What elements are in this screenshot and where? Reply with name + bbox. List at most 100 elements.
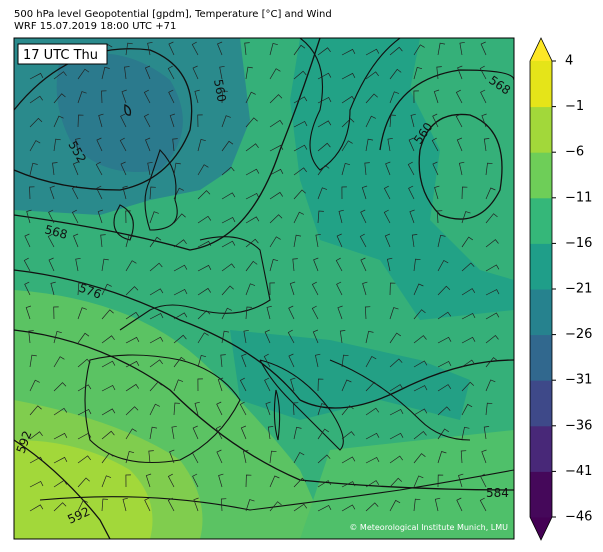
wind-barb (314, 353, 321, 368)
wind-barb (120, 161, 127, 176)
wind-barb (269, 282, 275, 296)
wind-barb (315, 233, 321, 248)
wind-barb (485, 289, 500, 296)
wind-barb (240, 425, 247, 440)
wind-barb (220, 498, 227, 512)
wind-barb (245, 143, 259, 152)
wind-barb (317, 454, 331, 464)
wind-barb (97, 209, 104, 224)
wind-barb (389, 499, 401, 512)
wind-barb (408, 137, 415, 152)
wind-barb (317, 480, 332, 488)
wind-barb (341, 162, 351, 176)
wind-barb (167, 473, 175, 488)
wind-barb (359, 233, 367, 248)
wind-barb (245, 168, 260, 176)
wind-barb (437, 285, 451, 296)
wind-barb (125, 210, 131, 224)
wind-barb (386, 257, 393, 272)
colorbar-band (530, 380, 552, 427)
contour-line (418, 113, 503, 220)
wind-barb (365, 138, 374, 152)
wind-barb (389, 307, 399, 320)
wind-barb (50, 281, 56, 296)
wind-barb (53, 456, 68, 464)
map-frame (13, 37, 515, 540)
wind-barb (410, 113, 416, 128)
colorbar-over (530, 38, 552, 61)
wind-barb (215, 425, 223, 440)
wind-barb (288, 353, 295, 368)
wind-barb (172, 138, 178, 152)
wind-barb (341, 431, 355, 440)
wind-barb (221, 330, 230, 344)
wind-barb (389, 114, 396, 128)
wind-barb (149, 426, 158, 440)
wind-barb (171, 425, 177, 440)
wind-barb (77, 114, 84, 128)
wind-barb (269, 191, 283, 200)
contour-line (14, 269, 514, 409)
wind-barb (290, 377, 296, 392)
wind-barb (317, 142, 331, 152)
wind-barb (53, 330, 62, 344)
wind-barb (29, 117, 43, 128)
wind-barb (432, 161, 439, 176)
wind-barb (239, 377, 247, 392)
wind-barb (311, 281, 319, 296)
wind-barb (389, 432, 404, 440)
wind-barb (29, 481, 44, 488)
wind-barb (77, 68, 90, 80)
wind-barb (73, 233, 79, 248)
colorbar-band (530, 197, 552, 244)
wind-barb (437, 234, 446, 248)
wind-barb (77, 455, 91, 464)
wind-barb (197, 378, 203, 392)
contour-line (124, 104, 132, 116)
wind-barb (48, 257, 55, 272)
wind-barb (221, 115, 231, 128)
wind-barb (389, 46, 403, 56)
wind-barb (48, 209, 55, 224)
wind-barb (121, 89, 127, 104)
wind-barb (245, 238, 259, 248)
wind-barb (243, 329, 249, 344)
wind-barb (125, 406, 139, 416)
wind-barb (71, 209, 79, 224)
wind-barb (217, 377, 224, 392)
wind-barb (29, 72, 44, 80)
wind-barb (480, 473, 487, 488)
wind-barb (407, 161, 415, 176)
wind-barb (245, 117, 258, 128)
wind-barb (173, 187, 184, 200)
wind-barb (122, 497, 128, 512)
wind-barb (485, 239, 499, 248)
wind-barb (365, 356, 377, 368)
wind-barb (293, 144, 308, 152)
wind-barb (360, 209, 367, 224)
wind-barb (432, 113, 439, 128)
wind-barb (221, 90, 228, 104)
wind-barb (144, 497, 151, 512)
wind-barb (101, 309, 114, 320)
wind-barb (413, 309, 426, 320)
wind-barb (413, 283, 424, 296)
colorbar-tick-label: −16 (565, 236, 592, 251)
wind-barb (125, 474, 131, 488)
wind-barb (149, 211, 159, 224)
coastline (259, 359, 344, 451)
wind-barb (53, 432, 68, 440)
wind-barb (437, 336, 452, 344)
wind-barb (365, 381, 379, 392)
wind-barb (149, 186, 156, 200)
wind-barb (29, 456, 44, 464)
wind-barb (485, 402, 493, 416)
wind-barb (125, 336, 140, 344)
wind-barb (413, 90, 419, 104)
wind-barb (197, 310, 211, 320)
wind-barb (365, 115, 376, 128)
wind-barb (485, 357, 498, 368)
wind-barb (244, 42, 250, 56)
wind-barb (339, 330, 346, 344)
wind-barb (101, 90, 107, 104)
